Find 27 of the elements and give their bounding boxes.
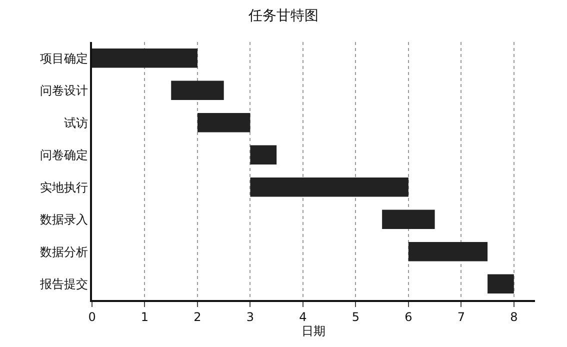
chart-title: 任务甘特图 — [248, 8, 318, 24]
bar — [92, 48, 198, 68]
y-tick-label: 问卷设计 — [40, 84, 88, 98]
bar — [488, 274, 514, 294]
y-tick-label: 项目确定 — [40, 51, 88, 66]
x-tick-label: 0 — [88, 310, 96, 324]
y-tick-label: 试访 — [64, 116, 88, 130]
bar — [171, 80, 224, 100]
x-tick-label: 3 — [246, 310, 254, 324]
bar — [197, 112, 250, 132]
x-tick-label: 6 — [404, 310, 412, 324]
x-tick-label: 1 — [140, 310, 149, 324]
y-tick-label: 实地执行 — [40, 180, 88, 194]
bar — [250, 177, 408, 197]
x-tick-label: 7 — [457, 310, 465, 324]
y-tick-label: 数据录入 — [40, 212, 88, 227]
y-tick-label: 数据分析 — [40, 244, 88, 259]
x-tick-label: 5 — [352, 310, 360, 324]
bar — [382, 210, 435, 230]
x-tick-label: 4 — [299, 310, 307, 324]
x-tick-label: 8 — [510, 310, 518, 324]
x-axis-title: 日期 — [302, 324, 326, 338]
bar — [408, 242, 488, 262]
y-tick-label: 报告提交 — [38, 277, 88, 292]
y-tick-label: 问卷确定 — [40, 148, 88, 162]
bar — [250, 145, 277, 165]
x-tick-label: 2 — [194, 310, 202, 324]
